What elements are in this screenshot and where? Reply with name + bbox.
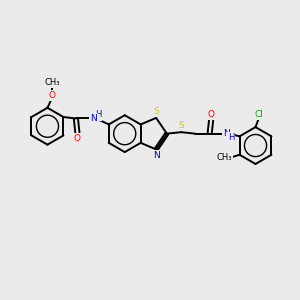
Text: N: N	[224, 129, 230, 138]
Text: O: O	[208, 110, 214, 119]
Text: O: O	[48, 91, 56, 100]
Text: N: N	[153, 152, 160, 160]
Text: CH₃: CH₃	[44, 78, 60, 87]
Text: H: H	[228, 133, 234, 142]
Text: O: O	[74, 134, 81, 142]
Text: H: H	[95, 110, 101, 119]
Text: Cl: Cl	[255, 110, 263, 119]
Text: S: S	[153, 107, 159, 116]
Text: N: N	[90, 114, 97, 123]
Text: CH₃: CH₃	[216, 153, 232, 162]
Text: S: S	[178, 121, 184, 130]
